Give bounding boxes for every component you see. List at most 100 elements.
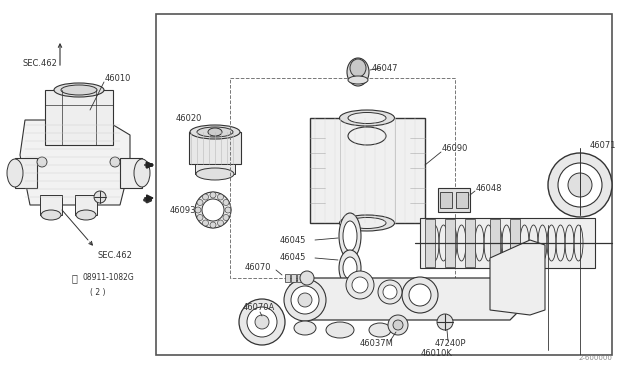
Bar <box>440 192 452 208</box>
Ellipse shape <box>7 159 23 187</box>
Ellipse shape <box>190 125 240 139</box>
Text: Ⓝ: Ⓝ <box>72 273 78 283</box>
Circle shape <box>393 320 403 330</box>
Text: 08911-1082G: 08911-1082G <box>82 273 134 282</box>
Text: 46037M: 46037M <box>360 339 394 347</box>
Bar <box>189 132 241 164</box>
Ellipse shape <box>348 76 368 84</box>
Circle shape <box>218 220 223 226</box>
Circle shape <box>218 194 223 200</box>
Bar <box>297 274 302 282</box>
Bar <box>285 274 290 282</box>
Circle shape <box>568 173 592 197</box>
Text: 46090: 46090 <box>442 144 468 153</box>
Text: 46047: 46047 <box>372 64 399 73</box>
Circle shape <box>378 280 402 304</box>
Bar <box>291 274 296 282</box>
Text: 46045: 46045 <box>280 253 307 263</box>
Text: 46020: 46020 <box>176 113 202 122</box>
Text: 46070A: 46070A <box>243 304 275 312</box>
Circle shape <box>383 285 397 299</box>
Ellipse shape <box>348 112 386 124</box>
Text: 46010K: 46010K <box>421 349 453 357</box>
Bar <box>510 219 520 267</box>
Ellipse shape <box>247 307 277 337</box>
Text: 46048: 46048 <box>476 183 502 192</box>
Circle shape <box>225 207 231 213</box>
Ellipse shape <box>54 83 104 97</box>
Ellipse shape <box>197 127 233 137</box>
Circle shape <box>202 220 209 226</box>
Bar <box>303 274 308 282</box>
Circle shape <box>195 192 231 228</box>
Bar <box>75 195 97 215</box>
Ellipse shape <box>41 210 61 220</box>
Bar <box>438 188 470 212</box>
Text: SEC.462: SEC.462 <box>22 58 57 67</box>
Circle shape <box>210 222 216 228</box>
Circle shape <box>197 215 203 221</box>
Bar <box>456 192 468 208</box>
Circle shape <box>558 163 602 207</box>
Text: 2-600000: 2-600000 <box>578 355 612 361</box>
Text: 47240P: 47240P <box>435 339 467 347</box>
Bar <box>230 78 455 278</box>
Circle shape <box>197 199 203 205</box>
Circle shape <box>223 199 229 205</box>
Ellipse shape <box>76 210 96 220</box>
Bar <box>45 90 113 145</box>
Bar <box>15 158 37 188</box>
Bar <box>420 218 595 268</box>
Circle shape <box>388 315 408 335</box>
Ellipse shape <box>343 221 357 251</box>
Circle shape <box>437 314 453 330</box>
Bar <box>490 219 500 267</box>
Polygon shape <box>290 262 530 320</box>
Polygon shape <box>490 240 545 315</box>
Text: SEC.462: SEC.462 <box>97 250 132 260</box>
Bar <box>310 118 425 223</box>
Text: ( 2 ): ( 2 ) <box>90 289 106 298</box>
Polygon shape <box>20 120 130 205</box>
Text: 46071: 46071 <box>590 141 616 150</box>
Ellipse shape <box>409 284 431 306</box>
Circle shape <box>94 191 106 203</box>
Ellipse shape <box>343 257 357 279</box>
Ellipse shape <box>239 299 285 345</box>
Ellipse shape <box>339 213 361 259</box>
Bar <box>120 158 142 188</box>
Circle shape <box>202 199 224 221</box>
Bar <box>40 195 62 215</box>
Ellipse shape <box>348 218 386 228</box>
Bar <box>425 219 435 267</box>
Ellipse shape <box>208 128 222 136</box>
Text: 46070: 46070 <box>245 263 271 273</box>
Bar <box>465 219 475 267</box>
Circle shape <box>346 271 374 299</box>
Ellipse shape <box>402 277 438 313</box>
Ellipse shape <box>339 110 394 126</box>
Ellipse shape <box>294 321 316 335</box>
Ellipse shape <box>350 59 366 77</box>
Ellipse shape <box>291 286 319 314</box>
Circle shape <box>300 271 314 285</box>
Ellipse shape <box>134 159 150 187</box>
Ellipse shape <box>347 58 369 86</box>
Ellipse shape <box>196 168 234 180</box>
Circle shape <box>352 277 368 293</box>
Ellipse shape <box>339 250 361 286</box>
Circle shape <box>110 157 120 167</box>
Circle shape <box>195 207 201 213</box>
Ellipse shape <box>284 279 326 321</box>
Circle shape <box>223 215 229 221</box>
Text: 46093: 46093 <box>170 205 196 215</box>
Circle shape <box>202 194 209 200</box>
Circle shape <box>548 153 612 217</box>
Bar <box>156 14 612 355</box>
Ellipse shape <box>326 322 354 338</box>
Ellipse shape <box>339 215 394 231</box>
Text: 46010: 46010 <box>105 74 131 83</box>
Bar <box>195 164 235 174</box>
Circle shape <box>210 192 216 198</box>
Circle shape <box>37 157 47 167</box>
